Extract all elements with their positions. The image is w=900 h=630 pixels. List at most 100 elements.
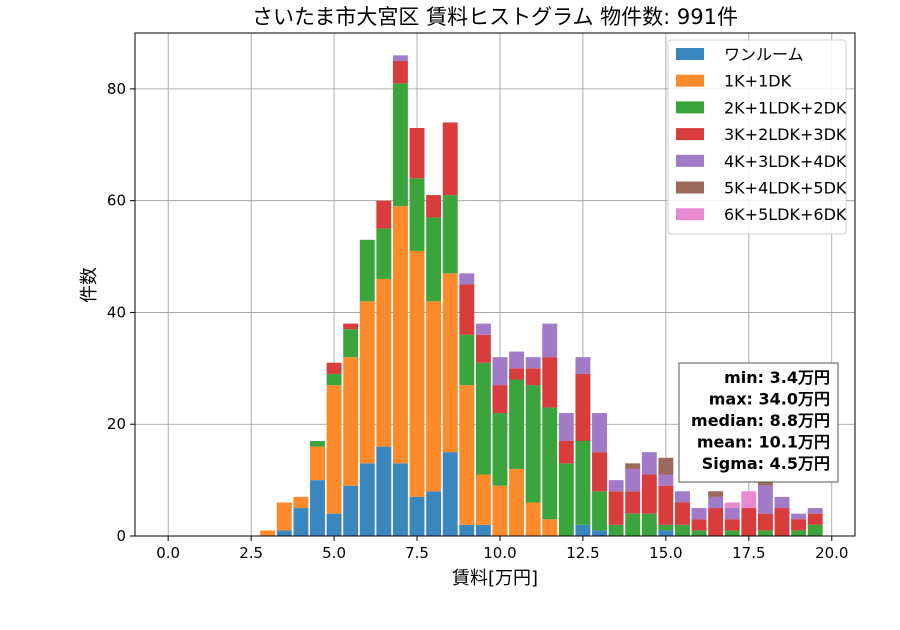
bar-segment-series-0 bbox=[376, 446, 392, 536]
y-axis-label: 件数 bbox=[79, 267, 100, 303]
bar-segment-series-3 bbox=[708, 508, 724, 536]
bar-segment-series-1 bbox=[359, 301, 375, 464]
bar-segment-series-1 bbox=[276, 502, 292, 531]
stats-box-frame bbox=[678, 362, 839, 483]
bar-segment-series-1 bbox=[310, 446, 325, 481]
bar-segment-series-3 bbox=[492, 385, 508, 414]
bar-segment-series-4 bbox=[724, 508, 740, 520]
y-tick-label: 60 bbox=[107, 192, 126, 210]
bar-segment-series-0 bbox=[326, 513, 342, 536]
bar-segment-series-3 bbox=[675, 502, 690, 525]
bar-segment-series-2 bbox=[442, 195, 458, 274]
bar-segment-series-3 bbox=[459, 284, 475, 335]
bar-segment-series-5 bbox=[658, 457, 674, 475]
legend-swatch bbox=[676, 154, 704, 167]
bar-segment-series-2 bbox=[791, 530, 807, 536]
bar-segment-series-3 bbox=[326, 362, 342, 374]
bar-segment-series-1 bbox=[409, 250, 425, 497]
bar-segment-series-2 bbox=[592, 491, 607, 531]
x-tick-label: 10.0 bbox=[483, 544, 516, 562]
bar-segment-series-4 bbox=[558, 413, 574, 441]
bar-segment-series-2 bbox=[459, 334, 475, 386]
bar-segment-series-4 bbox=[625, 468, 641, 492]
bar-segment-series-1 bbox=[459, 385, 475, 525]
bar-segment-series-4 bbox=[691, 508, 707, 520]
legend: ワンルーム 1K+1DK 2K+1LDK+2DK 3K+2LDK+3DK 4K+3LDK… bbox=[667, 39, 847, 235]
bar-segment-series-3 bbox=[426, 195, 442, 218]
legend-label: 6K+5LDK+6DK bbox=[724, 205, 847, 224]
bar-segment-series-3 bbox=[592, 452, 607, 492]
bar-segment-series-0 bbox=[575, 524, 591, 536]
bar-segment-series-2 bbox=[359, 239, 375, 302]
bar-segment-series-3 bbox=[409, 128, 425, 179]
legend-swatch bbox=[676, 74, 704, 87]
bar-segment-series-4 bbox=[509, 351, 525, 369]
bar-segment-series-2 bbox=[392, 83, 408, 207]
y-tick-label: 80 bbox=[107, 80, 126, 98]
bar-segment-series-2 bbox=[558, 463, 574, 536]
stats-line: mean: 10.1万円 bbox=[697, 433, 830, 452]
bar-segment-series-3 bbox=[641, 474, 657, 514]
bar-segment-series-4 bbox=[575, 357, 591, 374]
bar-segment-series-0 bbox=[426, 491, 442, 536]
bar-segment-series-0 bbox=[442, 452, 458, 536]
bar-segment-series-2 bbox=[525, 385, 541, 503]
bar-segment-series-0 bbox=[409, 496, 425, 536]
bar-segment-series-4 bbox=[757, 485, 773, 514]
legend-swatch bbox=[676, 128, 704, 141]
x-axis-label: 賃料[万円] bbox=[452, 568, 538, 589]
x-tick-label: 17.5 bbox=[732, 544, 765, 562]
bar-segment-series-3 bbox=[658, 485, 674, 525]
bar-segment-series-3 bbox=[807, 513, 823, 525]
bar-segment-series-1 bbox=[326, 385, 342, 514]
bar-segment-series-6 bbox=[724, 502, 740, 509]
bars bbox=[260, 55, 823, 536]
bar-segment-series-3 bbox=[757, 513, 773, 531]
bar-segment-series-4 bbox=[542, 323, 558, 358]
bar-segment-series-2 bbox=[675, 524, 690, 536]
stats-line: median: 8.8万円 bbox=[691, 411, 830, 430]
x-tick-label: 7.5 bbox=[405, 544, 429, 562]
bar-segment-series-1 bbox=[293, 496, 309, 509]
bar-segment-series-4 bbox=[774, 496, 790, 509]
bar-segment-series-1 bbox=[525, 502, 541, 536]
bar-segment-series-3 bbox=[376, 200, 392, 229]
bar-segment-series-3 bbox=[542, 357, 558, 408]
stats-line: min: 3.4万円 bbox=[724, 368, 830, 387]
bar-segment-series-2 bbox=[326, 373, 342, 386]
bar-segment-series-1 bbox=[509, 468, 525, 536]
legend-swatch bbox=[676, 101, 704, 114]
bar-segment-series-3 bbox=[608, 491, 624, 525]
x-axis-ticks: 0.0 2.5 5.0 7.5 10.0 12.5 15.0 17.5 20.0 bbox=[156, 536, 848, 562]
bar-segment-series-2 bbox=[625, 513, 641, 536]
legend-label: 2K+1LDK+2DK bbox=[724, 98, 847, 117]
y-tick-label: 20 bbox=[107, 415, 126, 433]
bar-segment-series-3 bbox=[525, 368, 541, 386]
bar-segment-series-4 bbox=[675, 491, 690, 503]
bar-segment-series-4 bbox=[708, 496, 724, 509]
legend-swatch bbox=[676, 48, 704, 60]
bar-segment-series-2 bbox=[691, 530, 707, 536]
bar-segment-series-0 bbox=[392, 463, 408, 536]
legend-label: 5K+4LDK+5DK bbox=[724, 179, 847, 198]
bar-segment-series-3 bbox=[691, 519, 707, 531]
bar-segment-series-3 bbox=[724, 519, 740, 531]
bar-segment-series-6 bbox=[741, 491, 757, 509]
y-tick-label: 40 bbox=[107, 303, 126, 321]
bar-segment-series-0 bbox=[459, 524, 475, 536]
bar-segment-series-3 bbox=[475, 334, 491, 363]
legend-swatch bbox=[676, 208, 704, 221]
bar-segment-series-4 bbox=[475, 323, 491, 335]
legend-frame bbox=[667, 39, 847, 235]
bar-segment-series-3 bbox=[509, 368, 525, 380]
bar-segment-series-2 bbox=[757, 530, 773, 536]
y-axis-ticks: 0 20 40 60 80 bbox=[107, 80, 135, 545]
bar-segment-series-5 bbox=[625, 463, 641, 469]
bar-segment-series-1 bbox=[376, 278, 392, 447]
bar-segment-series-4 bbox=[658, 474, 674, 486]
bar-segment-series-4 bbox=[807, 508, 823, 514]
bar-segment-series-0 bbox=[310, 480, 325, 536]
bar-segment-series-2 bbox=[641, 513, 657, 536]
bar-segment-series-3 bbox=[442, 122, 458, 196]
